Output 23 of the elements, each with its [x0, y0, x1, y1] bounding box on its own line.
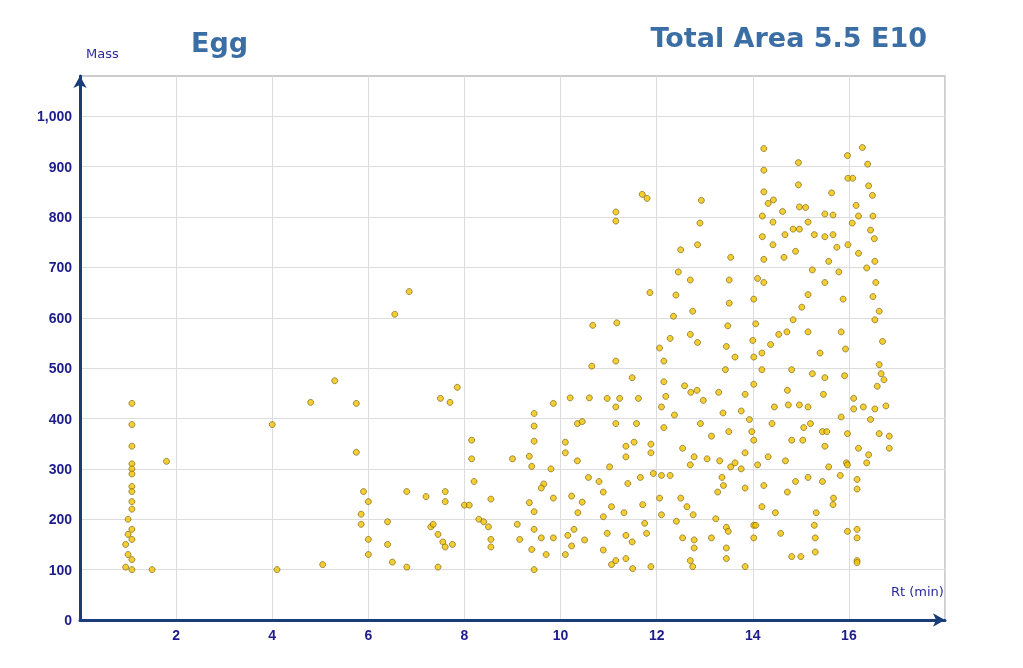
text: Total Area 5.5 E10 [650, 22, 928, 53]
y-tick-label: 800 [48, 209, 73, 226]
y-tick-label: 500 [48, 360, 73, 377]
y-tick-label: 200 [48, 511, 73, 528]
y-axis-title: Mass [86, 46, 119, 61]
x-tick-label: 6 [364, 627, 373, 643]
x-tick-label: 12 [648, 627, 665, 643]
y-tick-label: 0 [64, 612, 73, 628]
chart-title: Egg [191, 27, 249, 58]
x-tick-label: 8 [460, 627, 469, 643]
y-tick-label: 700 [48, 259, 73, 276]
y-tick-label: 300 [48, 460, 73, 477]
y-tick-label: 400 [48, 410, 73, 427]
x-tick-label: 16 [841, 627, 857, 643]
y-tick-label: 600 [48, 309, 73, 326]
y-tick-label: 900 [48, 158, 73, 175]
x-tick-label: 10 [552, 627, 569, 643]
x-tick-label: 14 [744, 627, 761, 643]
x-tick-label: 2 [172, 627, 181, 643]
x-tick-label: 4 [268, 627, 277, 643]
y-tick-label: 1,000 [36, 108, 73, 125]
y-tick-label: 100 [48, 561, 73, 578]
x-axis-title: Rt (min) [891, 584, 944, 599]
